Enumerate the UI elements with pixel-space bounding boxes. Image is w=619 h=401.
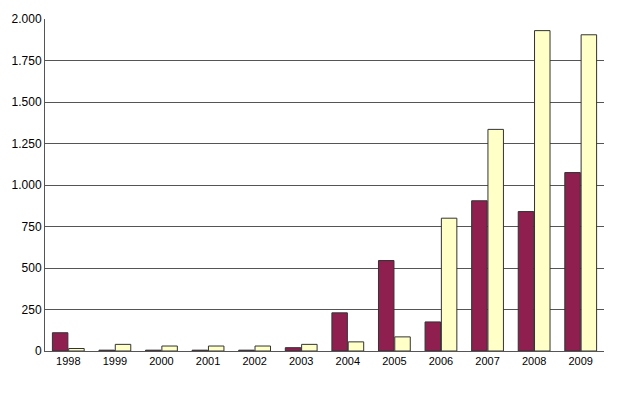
svg-text:2006: 2006 — [429, 355, 453, 367]
svg-text:1.500: 1.500 — [12, 95, 42, 109]
svg-text:0: 0 — [35, 344, 42, 358]
svg-text:2.000: 2.000 — [12, 12, 42, 26]
svg-text:2000: 2000 — [149, 355, 173, 367]
svg-text:250: 250 — [22, 303, 42, 317]
svg-text:2008: 2008 — [522, 355, 546, 367]
svg-text:1.750: 1.750 — [12, 54, 42, 68]
svg-text:750: 750 — [22, 220, 42, 234]
svg-text:2009: 2009 — [568, 355, 592, 367]
svg-text:2001: 2001 — [196, 355, 220, 367]
svg-text:1999: 1999 — [103, 355, 127, 367]
svg-text:2005: 2005 — [382, 355, 406, 367]
svg-text:2007: 2007 — [475, 355, 499, 367]
svg-text:2004: 2004 — [336, 355, 360, 367]
svg-text:500: 500 — [22, 261, 42, 275]
svg-text:1.000: 1.000 — [12, 178, 42, 192]
svg-text:1.250: 1.250 — [12, 137, 42, 151]
svg-text:1998: 1998 — [56, 355, 80, 367]
svg-text:2002: 2002 — [242, 355, 266, 367]
svg-text:2003: 2003 — [289, 355, 313, 367]
